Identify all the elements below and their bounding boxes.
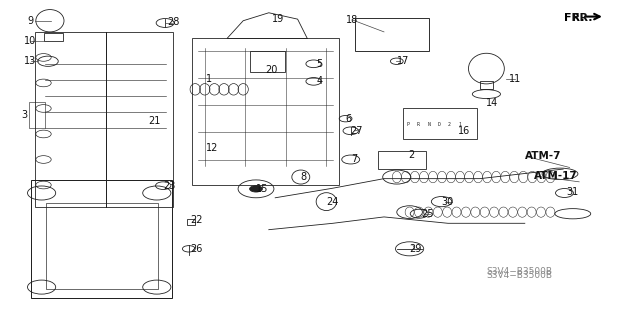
Text: 1: 1	[206, 74, 212, 84]
Text: 29: 29	[410, 244, 422, 254]
Text: 18: 18	[346, 15, 358, 25]
Text: 24: 24	[326, 197, 339, 207]
Text: 19: 19	[272, 13, 284, 24]
Text: 22: 22	[191, 215, 204, 225]
Text: 6: 6	[346, 114, 352, 124]
Text: FR.: FR.	[572, 12, 592, 23]
Text: R: R	[417, 122, 420, 127]
Text: 2: 2	[408, 150, 415, 160]
Text: ATM-17: ATM-17	[534, 171, 578, 181]
Text: FR.: FR.	[564, 12, 585, 23]
Bar	[187, 219, 195, 225]
Text: 31: 31	[566, 187, 579, 197]
Text: 25: 25	[421, 209, 434, 219]
Text: P: P	[407, 122, 410, 127]
Bar	[29, 102, 45, 128]
Text: 9: 9	[28, 16, 34, 26]
Text: 26: 26	[191, 244, 203, 255]
Bar	[378, 151, 426, 169]
Text: 23: 23	[163, 181, 175, 191]
Bar	[403, 108, 477, 139]
Bar	[480, 81, 493, 89]
Text: 7: 7	[351, 154, 357, 165]
Bar	[44, 33, 63, 41]
Text: 3: 3	[21, 110, 28, 120]
Text: 17: 17	[397, 56, 409, 66]
Text: ATM-7: ATM-7	[525, 151, 561, 161]
Text: 21: 21	[148, 115, 161, 126]
Text: N: N	[428, 122, 430, 127]
Text: 28: 28	[168, 17, 180, 27]
Text: 14: 14	[486, 98, 499, 108]
Circle shape	[250, 186, 262, 192]
Text: 20: 20	[266, 64, 278, 75]
Text: 27: 27	[351, 126, 364, 136]
Text: 11: 11	[509, 74, 522, 84]
Bar	[46, 203, 158, 289]
Bar	[355, 18, 429, 51]
Text: 1: 1	[458, 122, 461, 127]
Text: S3V4−B3500B: S3V4−B3500B	[486, 267, 552, 276]
Text: D: D	[438, 122, 440, 127]
Text: 16: 16	[458, 126, 470, 136]
Bar	[192, 38, 339, 185]
Bar	[35, 32, 173, 207]
Text: 5: 5	[316, 59, 323, 69]
Bar	[31, 180, 172, 298]
Text: 12: 12	[206, 143, 218, 153]
Text: 10: 10	[24, 36, 36, 47]
Bar	[250, 51, 285, 72]
Text: S3V4−B3500B: S3V4−B3500B	[486, 271, 552, 280]
Text: 4: 4	[316, 76, 323, 86]
Text: 8: 8	[301, 172, 307, 182]
Text: 30: 30	[442, 197, 454, 207]
Text: 2: 2	[448, 122, 451, 127]
Text: 13: 13	[24, 56, 36, 66]
Text: 15: 15	[256, 184, 268, 194]
